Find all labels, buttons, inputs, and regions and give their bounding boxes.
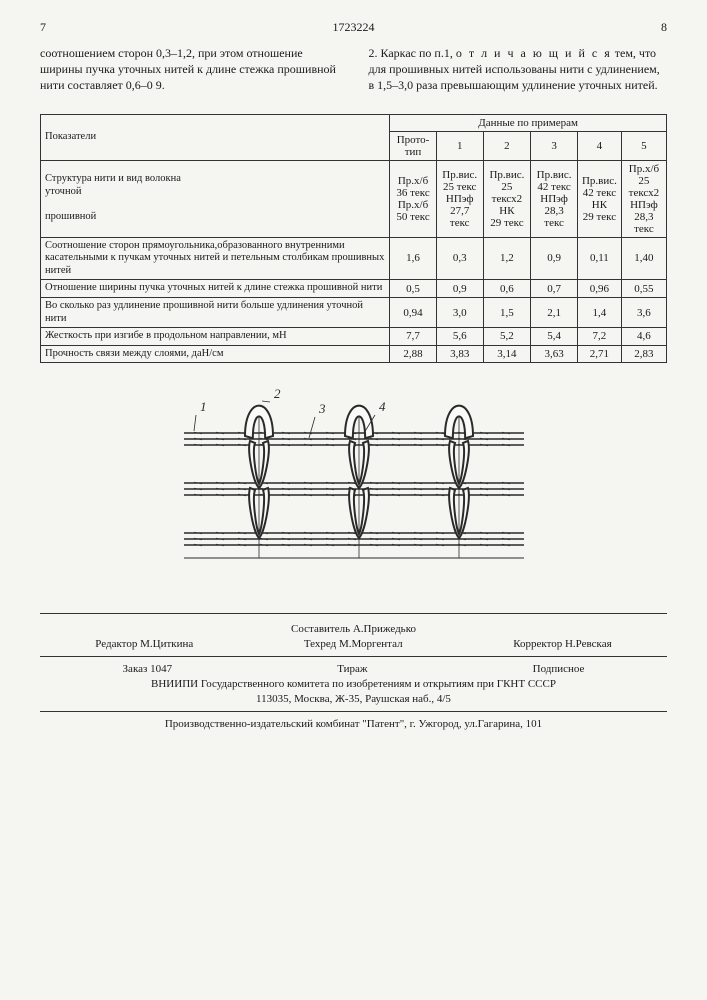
table-cell: 1,40 — [621, 237, 666, 280]
table-cell: 1,5 — [483, 297, 531, 327]
table-row-label: Во сколько раз удлинение прошивной нити … — [41, 297, 390, 327]
table-cell: 0,3 — [436, 237, 483, 280]
th-col-2: 2 — [483, 131, 531, 160]
table-cell: 0,5 — [390, 280, 437, 298]
table-cell: 0,94 — [390, 297, 437, 327]
table-cell: 5,2 — [483, 328, 531, 346]
table-cell: 2,88 — [390, 345, 437, 363]
svg-text:2: 2 — [274, 386, 281, 401]
table-cell: 0,6 — [483, 280, 531, 298]
table-cell: 3,0 — [436, 297, 483, 327]
header: 7 1723224 8 — [40, 20, 667, 35]
table-cell: 5,6 — [436, 328, 483, 346]
table-cell: 0,96 — [577, 280, 621, 298]
table-cell: 2,71 — [577, 345, 621, 363]
th-col-3: 3 — [531, 131, 578, 160]
footer-order: Заказ 1047 — [123, 663, 173, 675]
table-row-label: Прочность связи между слоя­ми, даН/см — [41, 345, 390, 363]
table-cell: 1,2 — [483, 237, 531, 280]
footer-podpisnoe: Подписное — [533, 663, 585, 675]
table-cell: 2,83 — [621, 345, 666, 363]
table-cell: 0,9 — [531, 237, 578, 280]
table-cell: 0,7 — [531, 280, 578, 298]
table-row-label: Соотношение сторон прямо­угольника,образ… — [41, 237, 390, 280]
table-cell: 3,14 — [483, 345, 531, 363]
table-cell: 2,1 — [531, 297, 578, 327]
footer-corrector: Корректор Н.Ревская — [513, 638, 611, 650]
th-col-1: 1 — [436, 131, 483, 160]
table-cell: 0,11 — [577, 237, 621, 280]
svg-text:1: 1 — [200, 399, 207, 414]
table-cell: Пр.вис. 25 тексх2 НК 29 текс — [483, 160, 531, 237]
page-num-left: 7 — [40, 20, 46, 35]
footer-line2: 113035, Москва, Ж-35, Раушская наб., 4/5 — [40, 693, 667, 705]
column-right: 2. Каркас по п.1, о т л и ч а ю щ и й с … — [369, 45, 668, 94]
table-cell: 7,2 — [577, 328, 621, 346]
th-indicators: Показатели — [41, 114, 390, 160]
table-row-label: Структура нити и вид волокна уточной про… — [41, 160, 390, 237]
column-left: соотношением сторон 0,3–1,2, при этом от… — [40, 45, 339, 94]
knit-diagram: 1 2 3 4 — [164, 383, 544, 583]
footer-compiler: Составитель А.Прижедько — [291, 623, 416, 635]
table-cell: Пр.х/б 25 тексх2 НПэф 28,3 текс — [621, 160, 666, 237]
page-num-right: 8 — [661, 20, 667, 35]
table-cell: Пр.х/б 36 текс Пр.х/б 50 текс — [390, 160, 437, 237]
table-cell: 1,6 — [390, 237, 437, 280]
table-cell: Пр.вис. 25 текс НПэф 27,7 текс — [436, 160, 483, 237]
th-col-5: 5 — [621, 131, 666, 160]
table-cell: 3,6 — [621, 297, 666, 327]
footer-line3: Производственно-издательский комбинат "П… — [40, 718, 667, 730]
footer-line1: ВНИИПИ Государственного комитета по изоб… — [40, 678, 667, 690]
footer-tirazh: Тираж — [337, 663, 367, 675]
data-table: Показатели Данные по примерам Прото­тип … — [40, 114, 667, 364]
footer-editor: Редактор М.Циткина — [95, 638, 193, 650]
table-cell: 3,63 — [531, 345, 578, 363]
table-cell: 0,55 — [621, 280, 666, 298]
footer: Составитель А.Прижедько Редактор М.Цитки… — [40, 613, 667, 730]
table-cell: 5,4 — [531, 328, 578, 346]
col-right-spaced: о т л и ч а ю щ и й с я — [456, 46, 612, 60]
svg-text:4: 4 — [379, 399, 386, 414]
table-cell: 4,6 — [621, 328, 666, 346]
table-row-label: Отношение ширины пучка уточных нитей к д… — [41, 280, 390, 298]
body-columns: соотношением сторон 0,3–1,2, при этом от… — [40, 45, 667, 94]
table-cell: 1,4 — [577, 297, 621, 327]
table-cell: 3,83 — [436, 345, 483, 363]
table-row-label: Жесткость при изгибе в про­дольном напра… — [41, 328, 390, 346]
table-cell: 0,9 — [436, 280, 483, 298]
document-number: 1723224 — [333, 20, 375, 35]
th-prototype: Прото­тип — [390, 131, 437, 160]
th-col-4: 4 — [577, 131, 621, 160]
col-right-prefix: 2. Каркас по п.1, — [369, 46, 456, 60]
th-data: Данные по примерам — [390, 114, 667, 131]
footer-tech: Техред М.Моргентал — [304, 638, 403, 650]
svg-text:3: 3 — [318, 401, 326, 416]
table-cell: Пр.вис. 42 текс НК 29 текс — [577, 160, 621, 237]
table-cell: 7,7 — [390, 328, 437, 346]
table-cell: Пр.вис. 42 текс НПэф 28,3 текс — [531, 160, 578, 237]
